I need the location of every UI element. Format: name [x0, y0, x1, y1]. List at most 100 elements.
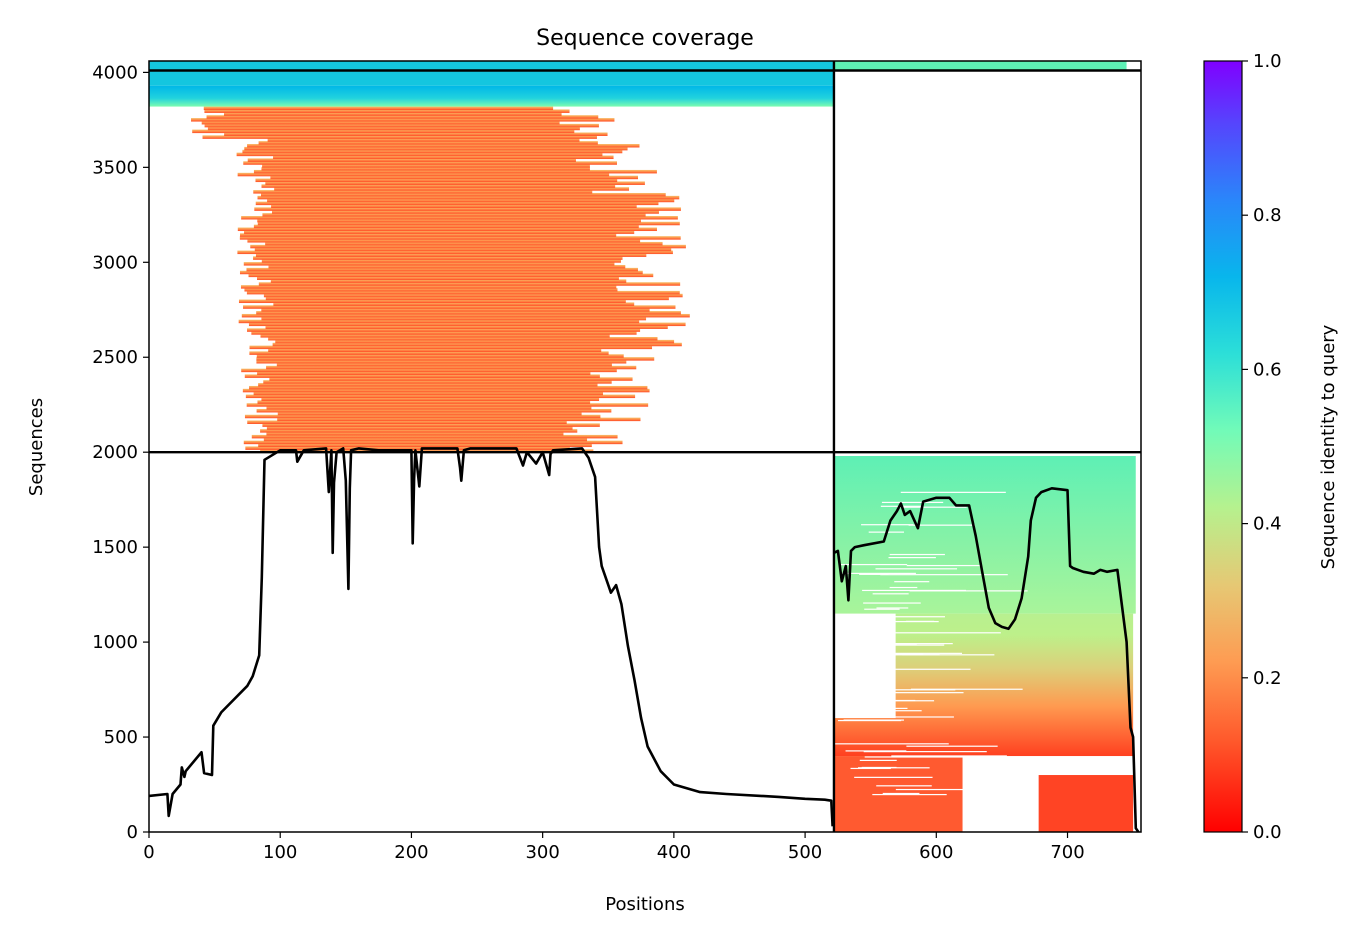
- block-1-row: [201, 120, 560, 125]
- block-1-row: [272, 342, 682, 347]
- block-1-row: [266, 432, 564, 436]
- block-2-gap-line: [900, 491, 1006, 493]
- block-1-row: [241, 313, 690, 318]
- y-tick-label: 500: [104, 727, 138, 748]
- block-2-gap-line: [850, 621, 939, 623]
- block-2-gap-line: [872, 593, 909, 595]
- block-2-gap-line: [897, 506, 967, 508]
- block-1-row: [273, 155, 614, 160]
- block-1-row: [256, 357, 655, 361]
- block-1-row: [241, 368, 617, 373]
- block-2-gap-line: [882, 699, 916, 702]
- block-2-gap-line: [909, 590, 1028, 592]
- block-1-row: [256, 311, 681, 315]
- block-1-row: [237, 250, 673, 255]
- block-1-row: [275, 339, 675, 344]
- block-2-gap-line: [905, 620, 935, 622]
- block-2-gap-line: [875, 568, 958, 570]
- block-2-rows: [833, 455, 1136, 832]
- block-1-row: [261, 308, 650, 312]
- block-2-gap-line: [906, 745, 998, 747]
- block-1-row: [267, 138, 580, 142]
- plot-frame: [148, 60, 1142, 833]
- block-1-row: [243, 262, 615, 266]
- block-2-gap-line: [845, 750, 907, 752]
- block-2-gap-line: [876, 785, 932, 787]
- block-1-row: [256, 360, 627, 364]
- block-1-row: [223, 112, 562, 116]
- block-1-row: [253, 256, 623, 260]
- block-1-row: [261, 184, 616, 188]
- block-2-gap-line: [880, 574, 1008, 576]
- block-1-row: [256, 408, 612, 413]
- block-1-row: [243, 440, 623, 445]
- block-2-gap-line: [889, 553, 945, 556]
- block-1-row: [265, 325, 668, 329]
- block-2-gap-line: [902, 654, 940, 656]
- block-1-row: [207, 126, 580, 131]
- block-2-gap-line: [894, 581, 930, 583]
- block-2-gap-line: [839, 563, 908, 566]
- block-1-row: [244, 146, 628, 151]
- block-1-top-strip: [149, 61, 834, 86]
- block-2-gap-line: [842, 572, 916, 574]
- block-1-row: [245, 446, 570, 450]
- block-2-gap-line: [895, 788, 968, 791]
- block-1-row: [261, 397, 600, 401]
- block-1-row: [255, 201, 659, 206]
- block-1-row: [273, 302, 635, 306]
- block-2-lower-right: [1038, 775, 1134, 832]
- block-1-row: [247, 158, 576, 162]
- colorbar-label: Sequence identity to query: [1318, 324, 1339, 569]
- y-tick-label: 3500: [92, 157, 138, 178]
- block-2-gap-line: [908, 524, 975, 526]
- block-1-row: [266, 406, 592, 410]
- block-1-row: [257, 371, 591, 376]
- block-1-row: [204, 123, 599, 128]
- block-1-row: [255, 178, 618, 183]
- block-1-row: [274, 187, 630, 191]
- block-1-row: [240, 285, 617, 289]
- block-2-gap-line: [906, 564, 981, 567]
- y-tick-label: 0: [127, 822, 138, 843]
- block-2-gap-line: [844, 616, 945, 618]
- block-2-gap-line: [889, 586, 918, 589]
- block-2-gap-line: [910, 688, 1023, 690]
- block-1-row: [268, 348, 602, 352]
- block-2-gap-line: [876, 607, 909, 609]
- block-1-row: [258, 282, 681, 286]
- block-2-gap-line: [882, 716, 954, 718]
- block-2-gap-line: [875, 632, 1001, 634]
- block-1-row: [253, 391, 604, 396]
- block-1-row: [253, 224, 639, 229]
- block-1-row: [251, 331, 637, 335]
- block-1-row: [192, 129, 575, 134]
- block-1-row: [202, 135, 597, 139]
- y-tick-label: 1500: [92, 537, 138, 558]
- block-1-row: [238, 299, 626, 304]
- y-tick-label: 1000: [92, 632, 138, 653]
- y-tick-label: 2000: [92, 442, 138, 463]
- block-1-row: [261, 316, 647, 321]
- block-1-row: [206, 115, 599, 119]
- block-1-row: [245, 394, 636, 399]
- colorbar-tick-label: 0.0: [1253, 822, 1282, 843]
- block-2-gap-line: [863, 602, 921, 604]
- block-2-gap-line: [843, 719, 904, 721]
- block-1-row: [240, 233, 617, 237]
- block-1-row: [269, 377, 633, 381]
- x-axis: 0 100 200 300 400 500 600 700: [143, 832, 1085, 863]
- block-1-row: [242, 388, 650, 393]
- y-tick-label: 2500: [92, 347, 138, 368]
- block-1-row: [246, 267, 638, 272]
- block-1-row: [247, 420, 567, 424]
- block-1-row: [277, 411, 582, 416]
- y-axis-label: Sequences: [26, 398, 47, 496]
- block-2-gap-line: [853, 652, 963, 654]
- block-1-row: [263, 437, 588, 442]
- x-tick-label: 500: [788, 842, 822, 863]
- block-1-row: [246, 290, 680, 295]
- x-tick-label: 200: [394, 842, 428, 863]
- block-2-gap-line: [891, 755, 1007, 757]
- block-1-row: [253, 190, 593, 194]
